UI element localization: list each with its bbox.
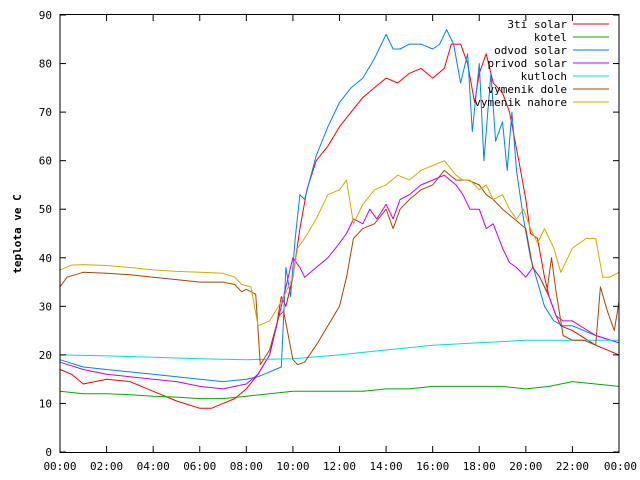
- y-tick-label: 50: [39, 203, 52, 216]
- plot-frame: [59, 14, 620, 453]
- series-line-kutloch: [59, 339, 619, 361]
- series-line-vymenik-nahore: [59, 160, 620, 327]
- legend-label: kotel: [534, 31, 567, 44]
- x-tick-label: 08:00: [230, 460, 263, 473]
- y-tick-label: 30: [39, 300, 52, 313]
- x-tick-label: 16:00: [416, 460, 449, 473]
- x-tick-label: 06:00: [183, 460, 216, 473]
- legend-label: odvod solar: [494, 44, 567, 57]
- y-tick-label: 10: [39, 397, 52, 410]
- y-tick-label: 0: [45, 446, 52, 459]
- series-line-privod-solar: [59, 174, 620, 390]
- y-tick-label: 80: [39, 58, 52, 71]
- y-axis: 0 10 20 30 40 50 60 70 80 90: [39, 9, 619, 459]
- y-tick-label: 90: [39, 9, 52, 22]
- y-tick-label: 60: [39, 155, 52, 168]
- y-tick-label: 40: [39, 252, 52, 265]
- y-tick-label: 70: [39, 106, 52, 119]
- x-tick-label: 14:00: [370, 460, 403, 473]
- x-tick-label: 22:00: [556, 460, 589, 473]
- x-tick-label: 04:00: [137, 460, 170, 473]
- series-line-kotel: [59, 381, 620, 400]
- x-tick-label: 20:00: [509, 460, 542, 473]
- legend-label: vymenik nahore: [474, 96, 567, 109]
- series-line-vymenik-dole: [59, 169, 620, 366]
- x-tick-label: 12:00: [323, 460, 356, 473]
- legend-label: privod solar: [488, 57, 568, 70]
- legend-label: vymenik dole: [488, 83, 567, 96]
- x-axis: 00:00 02:00 04:00 06:00 08:00 10:00 12:00 14:00…: [43, 15, 637, 473]
- x-tick-label: 00:00: [43, 460, 76, 473]
- y-axis-label: teplota ve C: [11, 194, 24, 273]
- x-tick-label: 00:00: [604, 460, 637, 473]
- x-tick-label: 02:00: [90, 460, 123, 473]
- legend-label: kutloch: [521, 70, 567, 83]
- x-tick-label: 18:00: [463, 460, 496, 473]
- series-line-odvod-solar: [59, 29, 620, 383]
- legend-label: 3ti solar: [507, 18, 567, 31]
- x-tick-label: 10:00: [276, 460, 309, 473]
- series-layer: [59, 29, 620, 409]
- series-line-3ti-solar: [59, 43, 620, 409]
- y-tick-label: 20: [39, 349, 52, 362]
